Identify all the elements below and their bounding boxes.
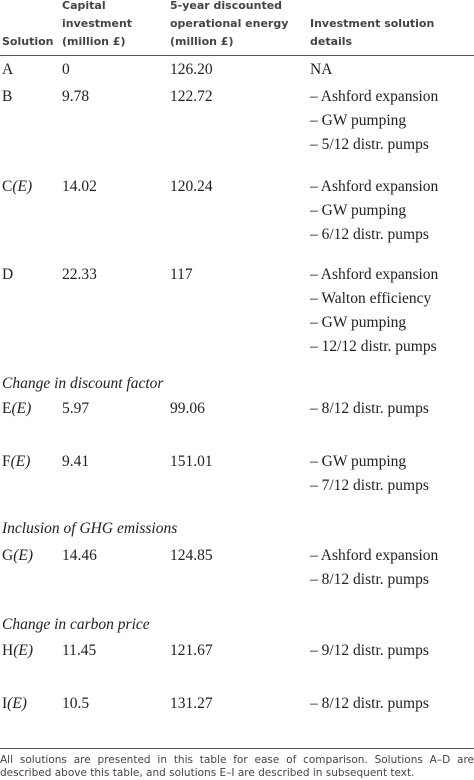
column-header: Solution xyxy=(2,35,54,48)
column-header: Capital investment (million £) xyxy=(62,0,133,48)
capital-cell: 14.02 xyxy=(62,178,97,195)
detail-line: – Ashford expansion xyxy=(310,88,439,105)
energy-cell: 124.85 xyxy=(170,547,213,564)
solution-cell: H(E) xyxy=(2,639,33,663)
solution-variant: (E) xyxy=(13,547,33,564)
detail-line: – 6/12 distr. pumps xyxy=(310,226,429,243)
capital-cell: 9.41 xyxy=(62,453,90,470)
capital-cell: 14.46 xyxy=(62,547,97,564)
solution-id: C xyxy=(2,178,13,195)
solution-id: D xyxy=(2,266,14,283)
solution-cell: D xyxy=(2,263,13,287)
detail-line: – 8/12 distr. pumps xyxy=(310,695,429,712)
solution-cell: C(E) xyxy=(2,175,32,199)
solution-id: I xyxy=(2,695,8,712)
detail-line: – 8/12 distr. pumps xyxy=(310,571,429,588)
detail-line: – Ashford expansion xyxy=(310,547,439,564)
detail-line: – GW pumping xyxy=(310,453,407,470)
energy-cell: 121.67 xyxy=(170,642,213,659)
energy-cell: 122.72 xyxy=(170,88,213,105)
solution-cell: B xyxy=(2,85,12,109)
capital-cell: 0 xyxy=(62,61,70,78)
solution-id: H xyxy=(2,642,14,659)
solution-id: G xyxy=(2,547,14,564)
capital-cell: 9.78 xyxy=(62,88,90,105)
solution-id: B xyxy=(2,88,13,105)
solution-id: F xyxy=(2,453,11,470)
solution-variant: (E) xyxy=(13,642,33,659)
solution-id: E xyxy=(2,400,12,417)
capital-cell: 11.45 xyxy=(62,642,97,659)
solution-variant: (E) xyxy=(7,695,27,712)
detail-line: – GW pumping xyxy=(310,314,407,331)
detail-line: – 7/12 distr. pumps xyxy=(310,477,429,494)
section-label: Change in discount factor xyxy=(2,375,164,392)
header-rule xyxy=(0,55,474,56)
solution-cell: G(E) xyxy=(2,544,33,568)
solution-cell: A xyxy=(2,58,13,82)
capital-cell: 5.97 xyxy=(62,400,90,417)
solution-id: A xyxy=(2,61,14,78)
detail-line: – 12/12 distr. pumps xyxy=(310,338,437,355)
footnote: All solutions are presented in this tabl… xyxy=(0,754,474,779)
detail-line: – GW pumping xyxy=(310,202,407,219)
energy-cell: 120.24 xyxy=(170,178,213,195)
section-label: Change in carbon price xyxy=(2,616,150,633)
energy-cell: 151.01 xyxy=(170,453,213,470)
solution-variant: (E) xyxy=(10,453,31,470)
energy-cell: 99.06 xyxy=(170,400,205,417)
solution-cell: F(E) xyxy=(2,450,30,474)
detail-line: – 5/12 distr. pumps xyxy=(310,136,429,153)
detail-line: – 8/12 distr. pumps xyxy=(310,400,429,417)
solution-cell: I(E) xyxy=(2,692,27,716)
column-header: Investment solution details xyxy=(310,17,435,48)
energy-cell: 131.27 xyxy=(170,695,213,712)
solution-variant: (E) xyxy=(12,178,33,195)
detail-line: – GW pumping xyxy=(310,112,407,129)
solution-cell: E(E) xyxy=(2,397,31,421)
detail-line: NA xyxy=(310,61,333,78)
detail-line: – 9/12 distr. pumps xyxy=(310,642,429,659)
section-label: Inclusion of GHG emissions xyxy=(2,520,178,537)
energy-cell: 117 xyxy=(170,266,193,283)
capital-cell: 10.5 xyxy=(62,695,90,712)
detail-line: – Ashford expansion xyxy=(310,178,439,195)
column-header: 5-year discounted operational energy (mi… xyxy=(170,0,289,48)
detail-line: – Ashford expansion xyxy=(310,266,439,283)
detail-line: – Walton efficiency xyxy=(310,290,432,307)
capital-cell: 22.33 xyxy=(62,266,97,283)
energy-cell: 126.20 xyxy=(170,61,213,78)
solution-variant: (E) xyxy=(11,400,32,417)
bottom-rule xyxy=(0,748,474,749)
